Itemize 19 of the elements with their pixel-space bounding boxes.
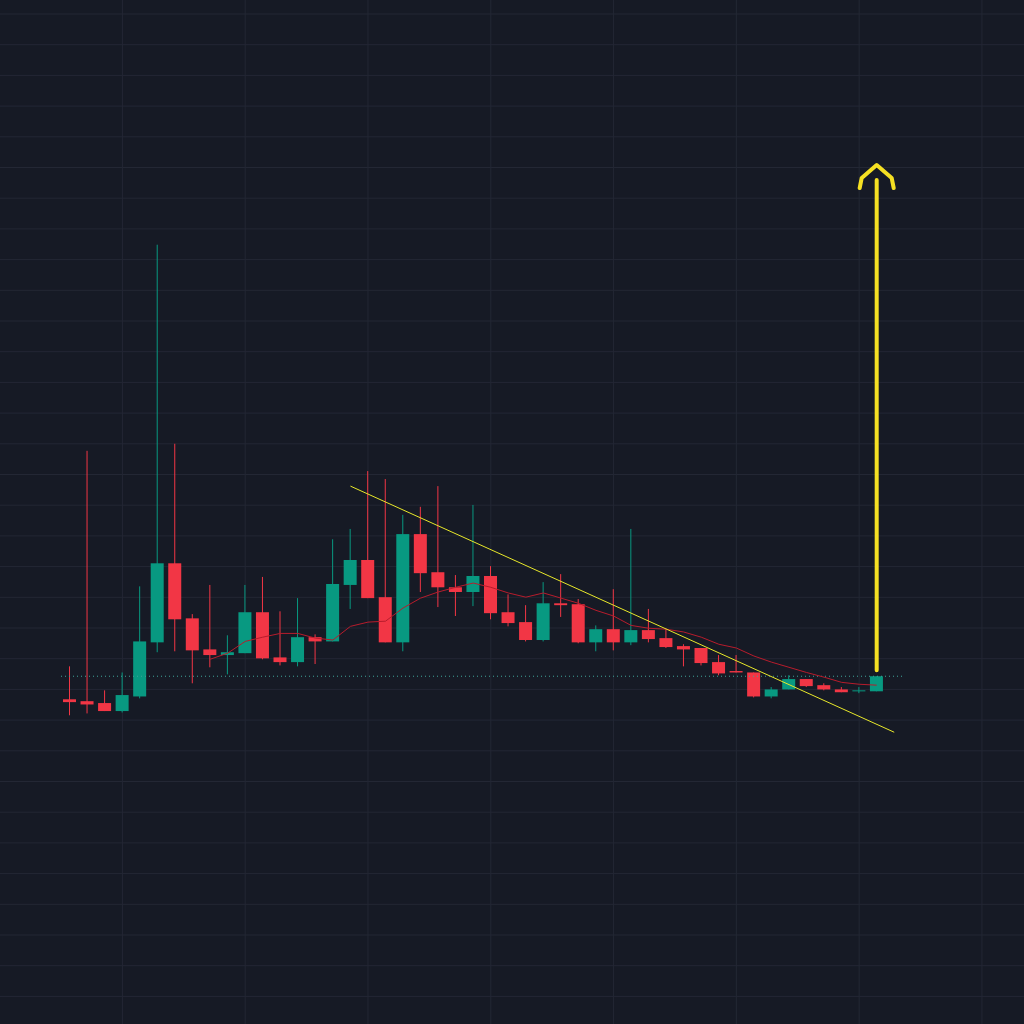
candlestick [712,654,726,676]
candlestick [273,610,287,666]
candlestick [554,573,568,618]
candlestick [115,671,129,713]
candlestick [641,608,655,643]
candlestick [501,593,515,627]
candlestick [431,485,445,608]
candlestick [519,604,533,642]
candlestick [659,627,673,649]
candlestick [747,671,761,698]
candlestick [63,665,76,716]
candlestick [624,528,638,646]
candlestick [606,588,620,651]
candlestick [676,643,690,667]
candlestick [589,624,603,652]
candlestick [466,504,480,607]
candlestick [80,450,94,714]
candlestick [203,584,217,668]
candlestick [852,686,866,694]
